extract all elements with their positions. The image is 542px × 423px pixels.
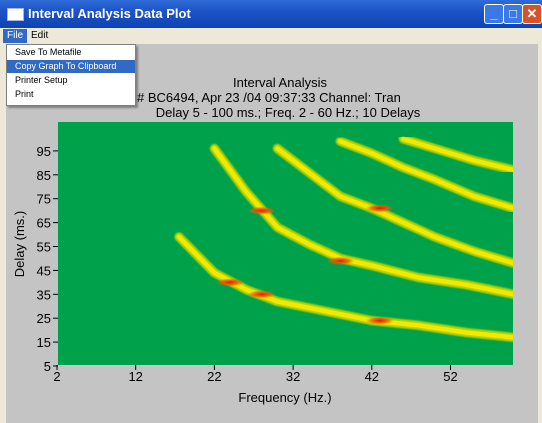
x-tick-label: 22 (207, 369, 221, 384)
y-tick-label: 65 (37, 216, 51, 231)
y-axis-label: Delay (ms.) (12, 211, 27, 277)
intensity-hotspot (326, 256, 355, 265)
harmonic-curve-3 (272, 144, 513, 268)
x-tick-label: 42 (365, 369, 379, 384)
intensity-hotspot (365, 204, 394, 213)
y-tick-label: 35 (37, 287, 51, 302)
harmonic-curve-1 (174, 232, 513, 342)
y-tick-label: 75 (37, 192, 51, 207)
chart-subtitle-line1: # BC6494, Apr 23 /04 09:37:33 Channel: T… (137, 90, 401, 105)
menu-edit[interactable]: Edit (31, 30, 49, 41)
intensity-hotspot (365, 316, 394, 325)
maximize-button[interactable]: □ (503, 4, 523, 24)
x-tick-label: 2 (53, 369, 60, 384)
y-tick-label: 45 (37, 263, 51, 278)
title-bar: Interval Analysis Data Plot _ □ ✕ (0, 0, 542, 28)
intensity-hotspot (247, 206, 276, 215)
x-tick-label: 12 (128, 369, 142, 384)
menu-bar: File Edit (0, 28, 542, 44)
window-title: Interval Analysis Data Plot (28, 6, 191, 21)
menu-item-printer-setup[interactable]: Printer Setup (15, 75, 68, 85)
menu-file[interactable]: File (3, 29, 28, 43)
x-axis-label: Frequency (Hz.) (238, 390, 331, 405)
intensity-hotspot (247, 290, 276, 299)
y-tick-label: 85 (37, 168, 51, 183)
harmonic-curve-4 (335, 136, 513, 213)
x-tick-label: 52 (443, 369, 457, 384)
intensity-hotspot (216, 278, 245, 287)
menu-item-save-metafile[interactable]: Save To Metafile (15, 47, 82, 57)
y-tick-label: 25 (37, 311, 51, 326)
y-tick-label: 5 (44, 359, 51, 374)
file-menu-dropdown: Save To Metafile Copy Graph To Clipboard… (6, 44, 136, 106)
menu-item-copy-graph[interactable]: Copy Graph To Clipboard (7, 60, 135, 73)
app-icon (7, 8, 24, 21)
x-tick-label: 32 (286, 369, 300, 384)
y-tick-label: 15 (37, 335, 51, 350)
chart-title: Interval Analysis (233, 75, 327, 90)
menu-item-print[interactable]: Print (15, 89, 34, 99)
y-tick-label: 55 (37, 240, 51, 255)
y-tick-label: 95 (37, 144, 51, 159)
harmonic-curve-5 (398, 134, 513, 175)
chart-subtitle-line2: Delay 5 - 100 ms.; Freq. 2 - 60 Hz.; 10 … (156, 105, 421, 120)
